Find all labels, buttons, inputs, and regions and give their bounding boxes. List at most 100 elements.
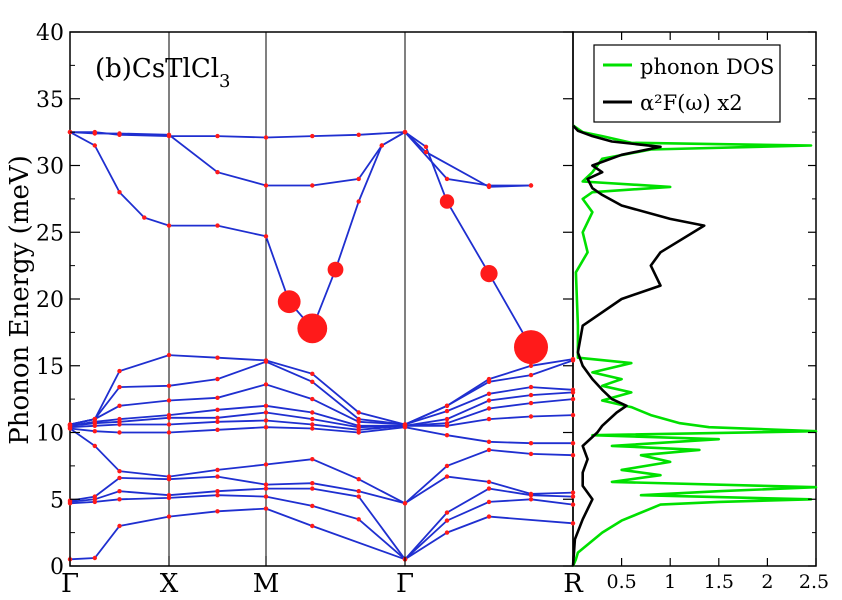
band-2-point-5 xyxy=(263,486,269,491)
band-4-point-6 xyxy=(310,457,315,462)
dos-curves xyxy=(571,124,818,567)
band-9-point-6 xyxy=(310,396,315,402)
band-11-point-3 xyxy=(166,352,172,358)
dos-x-tick-label-1: 1 xyxy=(664,571,676,593)
band-2-point-7 xyxy=(356,494,361,499)
band-13-point-6 xyxy=(310,183,315,188)
y-axis-ticks: 0 5 10 15 20 25 30 35 40 xyxy=(36,21,816,580)
band-0-point-4 xyxy=(215,509,220,514)
band-3-point-1 xyxy=(92,494,98,499)
x-tick-label-2: M xyxy=(253,569,280,595)
dos-x-tick-label-2: 1.5 xyxy=(704,571,734,593)
band-9-point-12 xyxy=(570,387,576,392)
band-11-point-7 xyxy=(356,410,361,415)
band-7-point-12 xyxy=(570,396,576,402)
band-6-point-3 xyxy=(166,422,172,427)
band-14-point-2 xyxy=(117,132,122,137)
band-3-point-11 xyxy=(528,491,534,497)
band-5-point-3 xyxy=(166,430,172,435)
coupling-marker-3 xyxy=(439,194,455,209)
band-11-point-6 xyxy=(310,371,315,376)
band-4-point-1 xyxy=(92,443,98,449)
band-1-point-10 xyxy=(486,499,492,505)
band-7-point-11 xyxy=(528,400,534,406)
coupling-marker-5 xyxy=(514,330,548,365)
band-3-point-5 xyxy=(263,482,269,487)
y-tick-label-6: 30 xyxy=(36,155,64,180)
y-tick-label-0: 0 xyxy=(50,555,64,580)
legend-label-dos: phonon DOS xyxy=(640,55,774,79)
band-9-point-2 xyxy=(117,403,122,408)
y-tick-label-1: 5 xyxy=(50,488,64,513)
x-tick-label-3: Γ xyxy=(396,569,414,595)
band-1-point-2 xyxy=(117,497,122,502)
band-12-point-13 xyxy=(423,144,429,149)
band-11-point-9 xyxy=(444,403,450,408)
band-8-point-10 xyxy=(486,398,492,403)
band-13-point-4 xyxy=(215,170,220,175)
band-11-point-8 xyxy=(402,422,408,427)
band-14-point-10 xyxy=(486,184,492,190)
band-10-point-11 xyxy=(528,372,534,378)
band-5-point-2 xyxy=(117,430,122,435)
band-5-point-6 xyxy=(310,426,315,431)
band-6-point-5 xyxy=(263,418,269,423)
band-7-point-4 xyxy=(215,415,220,420)
y-tick-label-7: 35 xyxy=(36,88,64,113)
dos-series-0 xyxy=(571,124,818,567)
band-14-point-5 xyxy=(263,135,269,140)
band-4-point-4 xyxy=(215,467,220,473)
band-4-point-9 xyxy=(444,463,450,469)
band-9-point-4 xyxy=(215,395,220,400)
band-14-point-3 xyxy=(166,133,172,139)
band-5-point-9 xyxy=(444,433,450,438)
band-2-point-2 xyxy=(117,489,122,494)
band-4-point-2 xyxy=(117,469,122,474)
band-8-point-2 xyxy=(117,416,122,422)
band-6-point-10 xyxy=(486,416,492,422)
x-tick-label-1: X xyxy=(160,569,179,595)
band-2-point-12 xyxy=(570,494,576,499)
band-1-point-11 xyxy=(528,497,534,502)
band-8-point-7 xyxy=(356,423,361,428)
band-3-point-2 xyxy=(117,475,122,481)
band-12-point-6 xyxy=(263,234,269,239)
coupling-marker-0 xyxy=(277,290,301,314)
coupling-markers xyxy=(277,194,548,365)
band-2-point-9 xyxy=(444,510,450,515)
band-9-point-3 xyxy=(166,398,172,403)
band-11-point-0 xyxy=(67,422,73,427)
band-5-point-1 xyxy=(92,429,98,434)
band-8-point-3 xyxy=(166,412,172,418)
y-tick-label-2: 10 xyxy=(36,422,64,447)
band-5-point-12 xyxy=(570,441,576,446)
band-3-point-6 xyxy=(310,481,315,486)
band-14 xyxy=(70,131,532,188)
band-4-point-12 xyxy=(570,453,576,458)
band-7-point-10 xyxy=(486,406,492,411)
band-11-point-12 xyxy=(570,356,576,362)
band-11-point-5 xyxy=(263,358,269,363)
band-1-point-12 xyxy=(570,502,576,507)
band-5-point-4 xyxy=(215,427,220,432)
band-14-point-8 xyxy=(402,129,408,135)
x-tick-label-0: Γ xyxy=(61,569,79,595)
band-2-point-3 xyxy=(166,493,172,498)
band-11-point-2 xyxy=(117,368,122,374)
coupling-marker-2 xyxy=(327,261,344,278)
band-4-point-10 xyxy=(486,447,492,453)
band-0-point-9 xyxy=(486,514,492,519)
band-markers xyxy=(67,129,576,562)
y-tick-label-8: 40 xyxy=(36,21,64,46)
band-6-point-12 xyxy=(570,412,576,418)
band-3-point-9 xyxy=(444,474,450,479)
band-11-point-1 xyxy=(92,416,98,422)
band-9-point-5 xyxy=(263,382,269,387)
band-5-point-11 xyxy=(528,441,534,446)
band-10-point-7 xyxy=(356,416,361,422)
panel-title-subscript: 3 xyxy=(219,71,230,92)
panel-title: (b)CsTlCl3 xyxy=(95,54,231,92)
band-0-point-10 xyxy=(570,521,576,526)
